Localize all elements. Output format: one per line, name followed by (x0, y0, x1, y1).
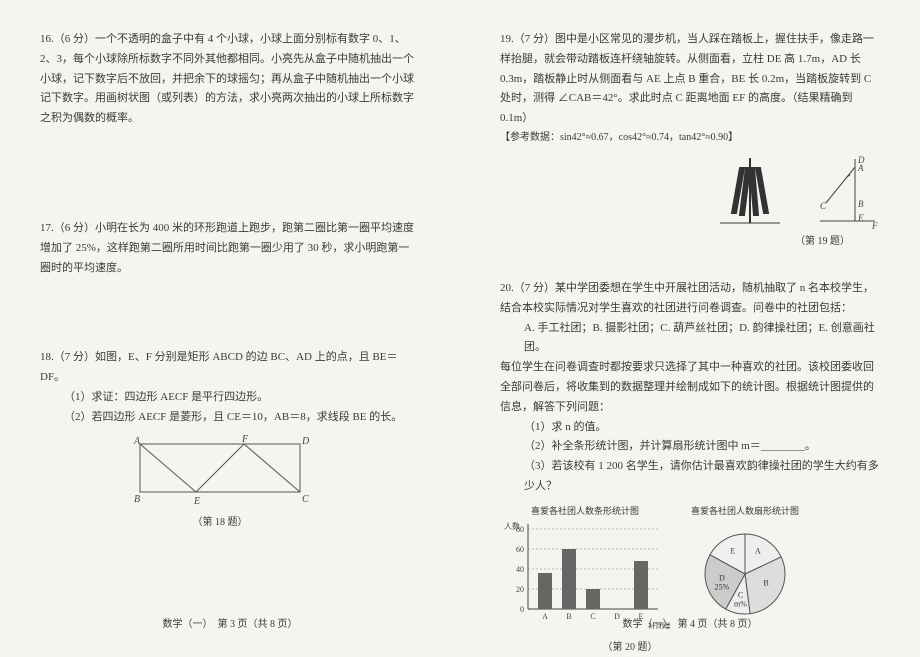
svg-text:0: 0 (520, 605, 524, 614)
q-number: 19. (500, 33, 514, 45)
q-number: 17. (40, 222, 54, 234)
q20-clubs: A. 手工社团；B. 摄影社团；C. 葫芦丝社团；D. 韵律操社团；E. 创意画… (500, 319, 880, 359)
question-16: 16.（6 分）一个不透明的盒子中有 4 个小球，小球上面分别标有数字 0、1、… (40, 30, 420, 129)
q20-sub3: （3）若该校有 1 200 名学生，请你估计最喜欢韵律操社团的学生大约有多少人？ (500, 457, 880, 497)
q-number: 16. (40, 33, 54, 45)
q-text: 某中学团委想在学生中开展社团活动，随机抽取了 n 名本校学生，结合本校实际情况对… (500, 282, 874, 314)
q-text: 一个不透明的盒子中有 4 个小球，小球上面分别标有数字 0、1、2、3，每个小球… (40, 33, 414, 124)
q20-sub1: （1）求 n 的值。 (500, 418, 880, 438)
svg-text:E: E (730, 546, 735, 555)
svg-text:B: B (763, 578, 768, 587)
label-A: A (857, 163, 864, 173)
pie-chart: A B Cm% D25% E (690, 519, 800, 629)
figure-18-caption: （第 18 题） (120, 514, 320, 532)
figure-19: D A C B E F (500, 153, 880, 233)
q18-sub1: （1）求证：四边形 AECF 是平行四边形。 (40, 388, 420, 408)
q-points: （7 分） (54, 351, 95, 363)
question-19: 19.（7 分）图中是小区常见的漫步机，当人踩在踏板上，握住扶手，像走路一样抬腿… (500, 30, 880, 251)
q20-sub2: （2）补全条形统计图，并计算扇形统计图中 m＝________。 (500, 437, 880, 457)
label-D: D (301, 436, 310, 447)
label-B: B (134, 494, 140, 505)
question-18: 18.（7 分）如图，E、F 分别是矩形 ABCD 的边 BC、AD 上的点，且… (40, 348, 420, 531)
svg-text:25%: 25% (715, 583, 730, 592)
figure-19-caption: （第 19 题） (500, 233, 880, 251)
label-F: F (241, 434, 249, 445)
figure-19-photo (710, 153, 790, 233)
pie-chart-title: 喜爱各社团人数扇形统计图 (690, 503, 800, 519)
q-points: （6 分） (54, 222, 95, 234)
label-F: F (871, 221, 878, 231)
q-points: （7 分） (514, 33, 555, 45)
question-17: 17.（6 分）小明在长为 400 米的环形跑道上跑步，跑第二圈比第一圈平均速度… (40, 219, 420, 278)
svg-text:A: A (755, 547, 761, 556)
left-column: 16.（6 分）一个不透明的盒子中有 4 个小球，小球上面分别标有数字 0、1、… (0, 0, 460, 650)
svg-text:m%: m% (734, 600, 747, 609)
svg-text:40: 40 (516, 565, 524, 574)
svg-text:C: C (738, 591, 743, 600)
label-E: E (857, 213, 864, 223)
q-number: 18. (40, 351, 54, 363)
svg-text:60: 60 (516, 545, 524, 554)
bar-chart: 020406080人数ABCDE社团类别 (500, 519, 670, 629)
figure-18: A F D B E C （第 18 题） (120, 434, 420, 532)
bar-chart-title: 喜爱各社团人数条形统计图 (500, 503, 670, 519)
left-footer: 数学（一） 第 3 页（共 8 页） (0, 615, 460, 630)
q-text: 小明在长为 400 米的环形跑道上跑步，跑第二圈比第一圈平均速度增加了 25%，… (40, 222, 414, 274)
q-points: （7 分） (514, 282, 555, 294)
figure-20-caption: （第 20 题） (540, 639, 720, 657)
right-footer: 数学（一） 第 4 页（共 8 页） (460, 615, 920, 630)
label-B: B (858, 199, 864, 209)
svg-text:D: D (719, 574, 725, 583)
q19-reference-data: 【参考数据：sin42°≈0.67，cos42°≈0.74，tan42°≈0.9… (500, 129, 880, 147)
right-column: 19.（7 分）图中是小区常见的漫步机，当人踩在踏板上，握住扶手，像走路一样抬腿… (460, 0, 920, 650)
figure-19-diagram: D A C B E F (800, 153, 880, 233)
svg-text:20: 20 (516, 585, 524, 594)
figure-18-svg: A F D B E C (120, 434, 320, 512)
q-points: （6 分） (54, 33, 95, 45)
label-C: C (302, 494, 309, 505)
svg-text:人数: 人数 (504, 521, 520, 531)
label-E: E (193, 496, 200, 507)
label-A: A (133, 436, 141, 447)
page-spread: 16.（6 分）一个不透明的盒子中有 4 个小球，小球上面分别标有数字 0、1、… (0, 0, 920, 650)
q20-text2: 每位学生在问卷调查时都按要求只选择了其中一种喜欢的社团。该校团委收回全部问卷后，… (500, 358, 880, 417)
label-C: C (820, 201, 827, 211)
q-number: 20. (500, 282, 514, 294)
q18-sub2: （2）若四边形 AECF 是菱形，且 CE＝10，AB＝8，求线段 BE 的长。 (40, 408, 420, 428)
question-20: 20.（7 分）某中学团委想在学生中开展社团活动，随机抽取了 n 名本校学生，结… (500, 279, 880, 657)
q-text: 图中是小区常见的漫步机，当人踩在踏板上，握住扶手，像走路一样抬腿，就会带动踏板连… (500, 33, 874, 124)
